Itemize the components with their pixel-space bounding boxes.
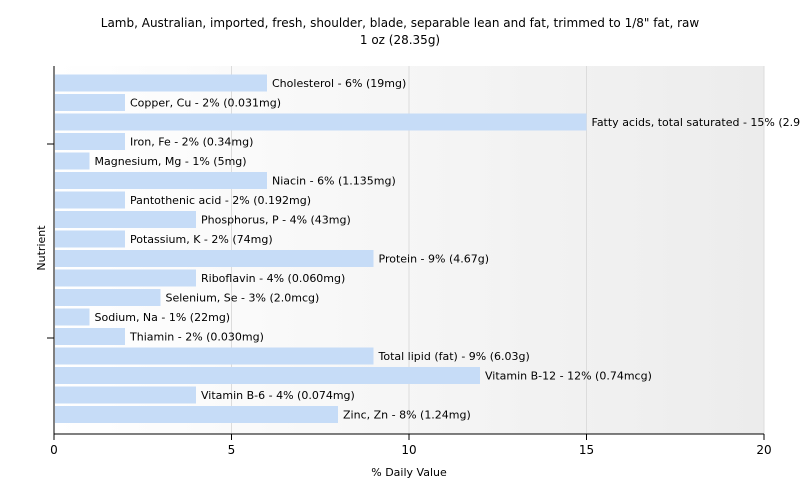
x-axis-title: % Daily Value bbox=[371, 466, 447, 479]
x-tick-label: 10 bbox=[401, 443, 416, 457]
bar-label: Vitamin B-6 - 4% (0.074mg) bbox=[201, 389, 355, 402]
bar bbox=[55, 406, 338, 423]
bar bbox=[55, 230, 125, 248]
x-axis-ticks: 0 5 10 15 20 bbox=[50, 434, 772, 457]
bar bbox=[55, 386, 196, 404]
bar bbox=[55, 113, 587, 131]
x-tick-label: 5 bbox=[228, 443, 236, 457]
bar bbox=[55, 133, 125, 150]
bar bbox=[55, 269, 196, 287]
bar bbox=[55, 347, 374, 365]
bar-label: Pantothenic acid - 2% (0.192mg) bbox=[130, 194, 311, 207]
bar-label: Selenium, Se - 3% (2.0mcg) bbox=[166, 292, 320, 305]
x-tick-label: 20 bbox=[756, 443, 771, 457]
bar-label: Potassium, K - 2% (74mg) bbox=[130, 233, 273, 246]
bar-label: Total lipid (fat) - 9% (6.03g) bbox=[378, 350, 530, 363]
bar bbox=[55, 211, 196, 228]
bar-label: Vitamin B-12 - 12% (0.74mcg) bbox=[485, 370, 652, 383]
bar-label: Fatty acids, total saturated - 15% (2.92… bbox=[592, 116, 800, 129]
bar bbox=[55, 289, 161, 306]
bar-label: Phosphorus, P - 4% (43mg) bbox=[201, 214, 351, 227]
y-axis-title: Nutrient bbox=[35, 225, 48, 271]
bar-label: Magnesium, Mg - 1% (5mg) bbox=[95, 155, 247, 168]
bar-label: Thiamin - 2% (0.030mg) bbox=[129, 331, 264, 344]
chart-title: Lamb, Australian, imported, fresh, shoul… bbox=[101, 16, 700, 30]
bar-label: Zinc, Zn - 8% (1.24mg) bbox=[343, 409, 471, 422]
x-tick-label: 15 bbox=[579, 443, 594, 457]
bar bbox=[55, 367, 480, 384]
bar bbox=[55, 191, 125, 209]
bar-label: Copper, Cu - 2% (0.031mg) bbox=[130, 97, 281, 110]
bar bbox=[55, 328, 125, 345]
bar-label: Cholesterol - 6% (19mg) bbox=[272, 77, 406, 90]
bars: Cholesterol - 6% (19mg) Copper, Cu - 2% (… bbox=[55, 74, 800, 423]
bar bbox=[55, 172, 267, 189]
bar bbox=[55, 94, 125, 111]
bar-label: Sodium, Na - 1% (22mg) bbox=[95, 311, 231, 324]
bar bbox=[55, 74, 267, 92]
bar bbox=[55, 250, 374, 267]
x-tick-label: 0 bbox=[50, 443, 58, 457]
bar-label: Niacin - 6% (1.135mg) bbox=[272, 175, 396, 188]
chart-subtitle: 1 oz (28.35g) bbox=[360, 33, 440, 47]
bar bbox=[55, 152, 90, 170]
bar bbox=[55, 308, 90, 326]
bar-label: Iron, Fe - 2% (0.34mg) bbox=[130, 136, 253, 149]
bar-label: Riboflavin - 4% (0.060mg) bbox=[201, 272, 345, 285]
bar-label: Protein - 9% (4.67g) bbox=[379, 253, 490, 266]
